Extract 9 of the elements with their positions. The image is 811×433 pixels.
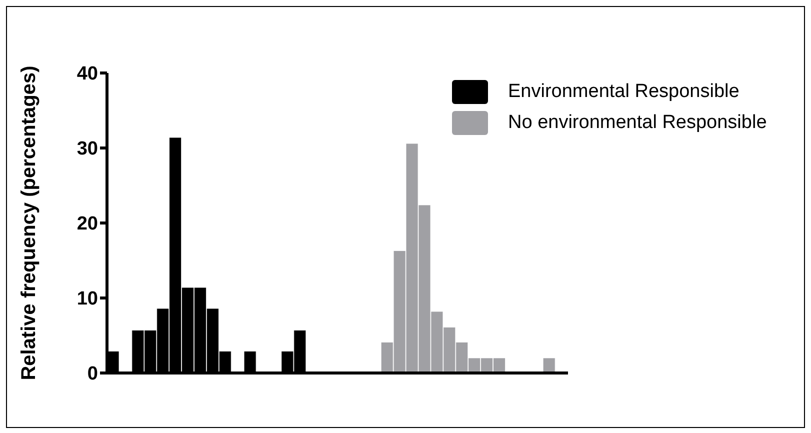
y-axis-title: Relative frequency (percentages) bbox=[18, 66, 40, 380]
y-tick-label: 40 bbox=[76, 64, 98, 85]
y-tick-label: 30 bbox=[76, 138, 98, 160]
y-tick-label: 20 bbox=[76, 214, 98, 235]
y-tick-label: 10 bbox=[76, 288, 98, 310]
legend-label: No environmental Responsible bbox=[508, 111, 767, 135]
y-tick-label: 0 bbox=[87, 364, 98, 385]
bar bbox=[542, 358, 556, 373]
legend-label: Environmental Responsible bbox=[508, 80, 740, 104]
